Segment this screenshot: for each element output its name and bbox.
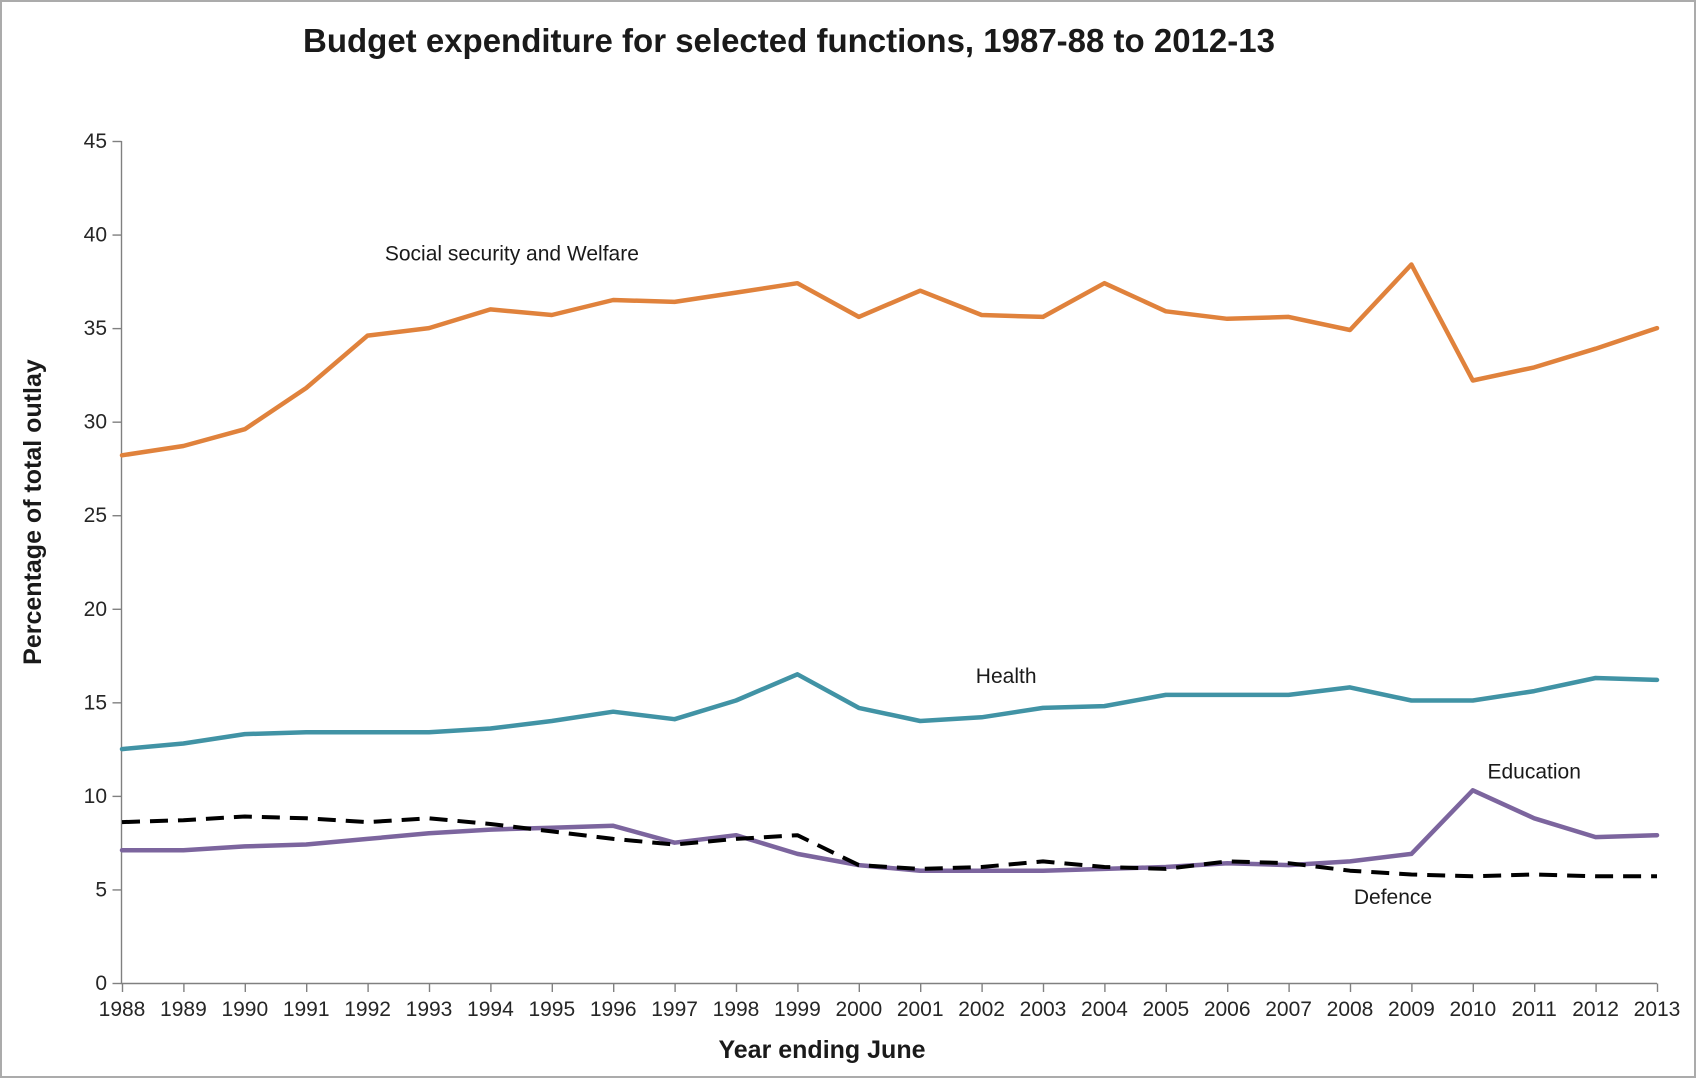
x-tick-label: 2004 [1081,998,1128,1021]
series-label-health: Health [976,665,1037,688]
x-tick-label: 2012 [1572,998,1619,1021]
x-tick-label: 1990 [221,998,268,1021]
y-tick-label: 30 [84,411,107,434]
chart-title: Budget expenditure for selected function… [303,22,1275,59]
series-label-education: Education [1487,761,1580,784]
line-social-security-and-welfare [119,262,1660,458]
x-tick-label: 1991 [283,998,330,1021]
x-tick-label: 1999 [774,998,821,1021]
y-tick-label: 20 [84,598,107,621]
x-axis-title: Year ending June [718,1036,925,1064]
series-label-social-security-and-welfare: Social security and Welfare [385,242,639,265]
series-label-defence: Defence [1354,886,1432,909]
x-tick-label: 2002 [958,998,1005,1021]
x-tick-label: 1997 [651,998,698,1021]
x-tick-label: 1992 [344,998,391,1021]
line-health [119,672,1660,752]
x-tick-label: 1988 [99,998,146,1021]
y-tick-label: 40 [84,224,107,247]
line-defence [121,814,1657,879]
x-tick-label: 1993 [406,998,453,1021]
x-tick-label: 1996 [590,998,637,1021]
x-tick-label: 2005 [1142,998,1189,1021]
y-tick-label: 10 [84,785,107,808]
x-tick-label: 1989 [160,998,207,1021]
x-tick-label: 2003 [1020,998,1067,1021]
x-tick-label: 2006 [1204,998,1251,1021]
line-education [119,788,1660,873]
plot-area: 0 5 10 15 20 25 30 35 40 45 1988 1989 1990 1991 1992 19… [84,130,1681,1021]
x-tick-label: 1995 [528,998,575,1021]
x-tick-label: 2000 [835,998,882,1021]
x-tick-label: 2010 [1449,998,1496,1021]
y-axis-title: Percentage of total outlay [19,359,47,665]
y-tick-label: 0 [95,972,107,995]
x-tick-label: 2013 [1634,998,1681,1021]
axis-lines [120,141,1657,985]
x-tick-label: 2001 [897,998,944,1021]
x-tick-label: 2009 [1388,998,1435,1021]
y-tick-label: 5 [95,878,107,901]
x-tick-label: 2007 [1265,998,1312,1021]
x-tick-label: 2008 [1327,998,1374,1021]
y-tick-label: 15 [84,691,107,714]
x-tick-label: 1994 [467,998,514,1021]
y-tick-label: 35 [84,317,107,340]
y-tick-label: 45 [84,130,107,153]
y-tick-label: 25 [84,504,107,527]
x-tick-label: 2011 [1512,998,1557,1021]
x-tick-label: 1998 [713,998,760,1021]
